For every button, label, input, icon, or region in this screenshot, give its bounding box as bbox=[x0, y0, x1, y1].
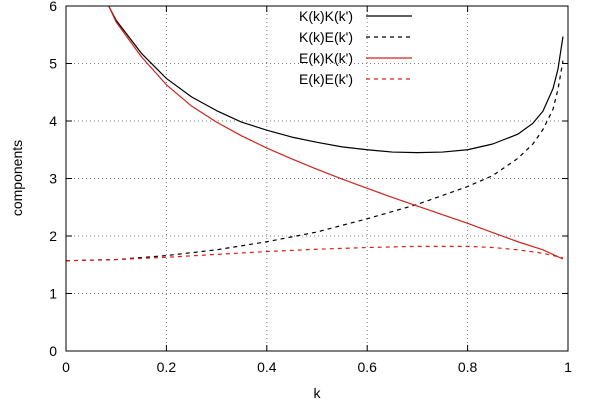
ticks: 0 0.2 0.4 0.6 0.8 1 0 1 2 3 4 5 6 bbox=[49, 0, 572, 375]
series-lines bbox=[66, 6, 564, 262]
x-tick-label: 0 bbox=[62, 359, 70, 375]
y-tick-label: 4 bbox=[49, 113, 57, 129]
series-line-4 bbox=[66, 245, 564, 262]
legend-label-4: E(k)E(k') bbox=[299, 71, 353, 87]
y-tick-label: 6 bbox=[49, 0, 57, 14]
y-axis-label: components bbox=[9, 140, 25, 216]
y-tick-label: 2 bbox=[49, 228, 57, 244]
x-axis-label: k bbox=[314, 385, 322, 401]
grid bbox=[66, 6, 568, 351]
legend-label-3: E(k)K(k') bbox=[299, 50, 353, 66]
legend: K(k)K(k') K(k)E(k') E(k)K(k') E(k)E(k') bbox=[299, 8, 412, 87]
y-tick-label: 5 bbox=[49, 56, 57, 72]
x-tick-label: 0.8 bbox=[458, 359, 478, 375]
legend-label-2: K(k)E(k') bbox=[299, 29, 353, 45]
y-tick-label: 0 bbox=[49, 343, 57, 359]
y-tick-label: 1 bbox=[49, 286, 57, 302]
legend-label-1: K(k)K(k') bbox=[299, 8, 353, 24]
x-tick-label: 1 bbox=[564, 359, 572, 375]
x-tick-label: 0.6 bbox=[357, 359, 377, 375]
x-tick-label: 0.4 bbox=[257, 359, 277, 375]
x-tick-label: 0.2 bbox=[157, 359, 177, 375]
y-tick-label: 3 bbox=[49, 171, 57, 187]
series-line-1 bbox=[108, 6, 564, 154]
series-line-3 bbox=[108, 6, 564, 260]
